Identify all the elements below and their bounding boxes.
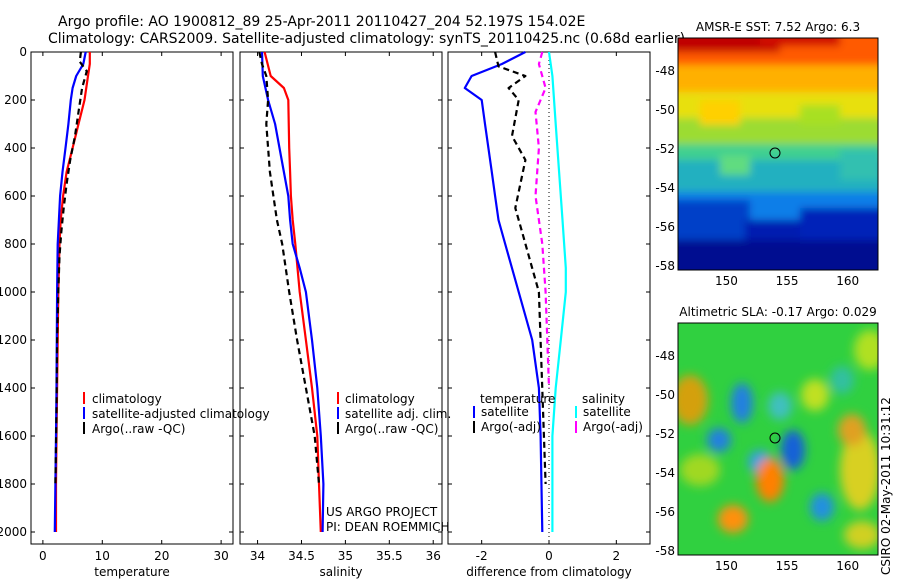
temperature-panel	[30, 51, 234, 545]
y-tick-label: 400	[4, 141, 27, 155]
y-tick-label: 1800	[0, 477, 27, 491]
map-y-tick-label: -50	[655, 103, 675, 117]
sla-float-marker	[769, 432, 781, 444]
credit-line-2: PI: DEAN ROEMMICH	[326, 520, 449, 534]
x-tick-label: 35.5	[376, 549, 403, 563]
series-line-temperature-satellite	[463, 51, 544, 533]
legend-group-salinity: salinity	[582, 392, 625, 406]
x-axis-label: temperature	[94, 565, 169, 579]
map-y-tick-label: -54	[655, 181, 675, 195]
temperature-legend: climatology satellite-adjusted climatolo…	[83, 392, 270, 436]
x-axis-label: difference from climatology	[466, 565, 632, 579]
difference-legend: temperature satellite Argo(-adj) salinit…	[473, 392, 643, 434]
y-tick-label: 200	[4, 93, 27, 107]
y-tick-label: 0	[19, 45, 27, 59]
map-y-tick-label: -50	[655, 388, 675, 402]
map-y-tick-label: -48	[655, 349, 675, 363]
map-y-tick-label: -58	[655, 259, 675, 273]
salinity-legend: climatology satellite adj. clim. Argo(..…	[337, 392, 451, 436]
legend-argo: Argo(..raw -QC)	[92, 422, 185, 436]
series-line-temperature-argo-adj-	[494, 51, 547, 485]
salinity-panel	[239, 51, 443, 545]
y-tick-label: 1600	[0, 429, 27, 443]
map-x-tick-label: 160	[836, 274, 859, 288]
map-y-tick-label: -58	[655, 544, 675, 558]
legend-satellite-adj: satellite adj. clim.	[345, 407, 451, 421]
x-tick-label: 0	[545, 549, 553, 563]
sst-heatmap	[678, 38, 878, 270]
map-y-tick-label: -54	[655, 466, 675, 480]
legend-argo: Argo(..raw -QC)	[345, 422, 438, 436]
x-tick-label: 35	[338, 549, 353, 563]
map-y-tick-label: -52	[655, 142, 675, 156]
y-tick-label: 800	[4, 237, 27, 251]
sst-map-frame	[677, 37, 879, 271]
x-tick-label: 2	[613, 549, 621, 563]
map-x-tick-label: 150	[715, 274, 738, 288]
legend-climatology: climatology	[345, 392, 415, 406]
series-line-argo-raw-qc-	[258, 51, 321, 485]
y-tick-label: 1400	[0, 381, 27, 395]
header-line-2: Climatology: CARS2009. Satellite-adjuste…	[48, 31, 685, 47]
map-y-tick-label: -56	[655, 505, 675, 519]
sla-heatmap	[678, 323, 878, 555]
map-x-tick-label: 150	[715, 559, 738, 573]
sst-map-title: AMSR-E SST: 7.52 Argo: 6.3	[696, 20, 860, 34]
series-line-climatology	[263, 51, 322, 533]
legend-salinity-satellite: satellite	[583, 405, 631, 419]
x-tick-label: -2	[476, 549, 488, 563]
x-tick-label: 0	[39, 549, 47, 563]
series-line-salinity-argo-adj-	[534, 51, 551, 389]
x-axis-label: salinity	[319, 565, 362, 579]
x-tick-label: 20	[154, 549, 169, 563]
legend-satellite-adjusted: satellite-adjusted climatology	[92, 407, 270, 421]
x-tick-label: 34	[250, 549, 265, 563]
map-x-tick-label: 155	[776, 274, 799, 288]
map-y-tick-label: -56	[655, 220, 675, 234]
map-x-tick-label: 155	[776, 559, 799, 573]
map-y-tick-label: -48	[655, 64, 675, 78]
credit-line-1: US ARGO PROJECT	[326, 505, 438, 519]
y-tick-label: 1200	[0, 333, 27, 347]
sla-map-frame	[677, 322, 879, 556]
y-tick-label: 2000	[0, 525, 27, 539]
x-tick-label: 10	[95, 549, 110, 563]
header-line-1: Argo profile: AO 1900812_89 25-Apr-2011 …	[58, 14, 585, 30]
series-line-satellite-adj-clim-	[260, 51, 325, 533]
y-tick-label: 1000	[0, 285, 27, 299]
x-tick-label: 36	[426, 549, 441, 563]
side-stamp: CSIRO 02-May-2011 10:31:12	[879, 397, 893, 575]
map-x-tick-label: 160	[836, 559, 859, 573]
series-line-salinity-satellite	[547, 51, 567, 532]
legend-temperature-satellite: satellite	[481, 405, 529, 419]
sla-map-title: Altimetric SLA: -0.17 Argo: 0.029	[679, 305, 876, 319]
legend-group-temperature: temperature	[480, 392, 555, 406]
x-tick-label: 30	[213, 549, 228, 563]
map-y-tick-label: -52	[655, 427, 675, 441]
sst-float-marker	[769, 147, 781, 159]
y-tick-label: 600	[4, 189, 27, 203]
difference-panel	[447, 51, 651, 545]
legend-temperature-argo: Argo(-adj)	[481, 420, 541, 434]
legend-salinity-argo: Argo(-adj)	[583, 420, 643, 434]
x-tick-label: 34.5	[288, 549, 315, 563]
legend-climatology: climatology	[92, 392, 162, 406]
